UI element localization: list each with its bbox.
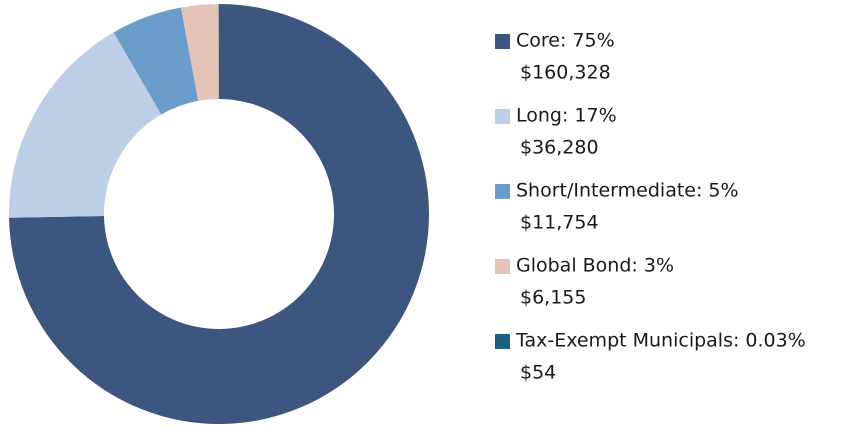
- legend-label: Long: 17%: [516, 105, 617, 127]
- legend-amount: $160,328: [520, 62, 611, 84]
- legend-label: Global Bond: 3%: [516, 255, 674, 277]
- donut-slice: [113, 7, 199, 115]
- legend-swatch: [495, 34, 510, 49]
- legend-swatch: [495, 109, 510, 124]
- legend-swatch: [495, 334, 510, 349]
- donut-slice: [9, 4, 429, 425]
- legend-label: Core: 75%: [516, 30, 615, 52]
- legend-amount: $54: [520, 362, 556, 384]
- legend-label: Short/Intermediate: 5%: [516, 180, 739, 202]
- legend-swatch: [495, 259, 510, 274]
- legend-amount: $36,280: [520, 137, 599, 159]
- donut-slice: [181, 4, 219, 101]
- legend-amount: $11,754: [520, 212, 599, 234]
- legend-swatch: [495, 184, 510, 199]
- legend-label: Tax-Exempt Municipals: 0.03%: [515, 330, 806, 352]
- donut-slice: [9, 32, 162, 218]
- legend-amount: $6,155: [520, 287, 586, 309]
